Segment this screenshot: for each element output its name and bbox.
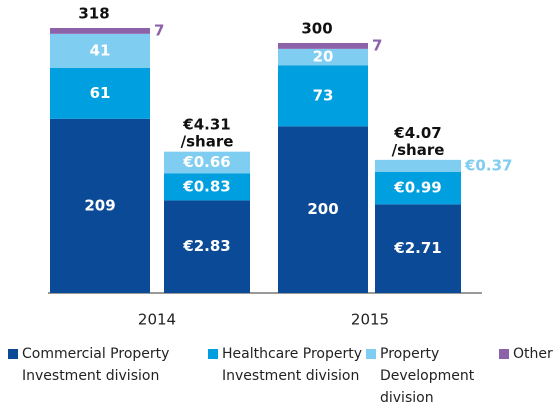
legend-swatch [366,349,376,359]
bar-segment [278,65,368,127]
legend-label: Healthcare Property Investment division [222,346,362,384]
data-label: 61 [90,84,111,102]
data-label: €0.66 [182,153,230,171]
bar-segment [164,151,250,174]
data-label: 7 [154,21,164,39]
data-label: €0.37 [464,156,512,174]
data-label: 41 [90,41,111,59]
total-label: 300 [301,20,332,38]
x-tick-label: 2015 [351,311,389,329]
legend-label: Property Development division [380,346,475,406]
data-label: €2.83 [182,237,230,255]
bar-segment [50,28,150,34]
legend-swatch [8,349,18,359]
data-label: 20 [313,48,334,66]
data-label: 209 [84,196,115,214]
data-label: 200 [307,200,338,218]
legend: Commercial Property Investment division H… [0,343,559,409]
legend-item: Property Development division [366,343,480,409]
data-label: €0.83 [182,177,230,195]
chart: 209 61 41 7 318 €2.83 €0.83 €0.66 €4.31/share 201… [48,5,512,329]
bar-segment [50,33,150,68]
bar-segment [164,173,250,201]
data-label: €0.99 [393,179,441,197]
legend-label: Other [513,346,553,362]
total-label: €4.07/share [392,123,445,158]
total-label: €4.31/share [181,115,234,150]
bar-segment [278,43,368,49]
bar-segment [50,68,150,119]
bar-segment [164,200,250,293]
legend-item: Healthcare Property Investment division [208,343,362,387]
bar-segment [50,118,150,293]
legend-item: Other [499,343,559,365]
data-label: 73 [313,86,334,104]
total-label: 318 [78,5,109,23]
legend-label: Commercial Property Investment division [22,346,170,384]
bar-segment [375,171,461,205]
bar-segment [278,48,368,66]
legend-item: Commercial Property Investment division [8,343,172,387]
x-tick-label: 2014 [138,311,176,329]
data-label: €2.71 [393,239,441,257]
legend-swatch [499,349,509,359]
bar-segment [375,159,461,172]
bar-segment [278,126,368,293]
legend-swatch [208,349,218,359]
bar-segment [375,204,461,293]
data-label: 7 [372,36,382,54]
